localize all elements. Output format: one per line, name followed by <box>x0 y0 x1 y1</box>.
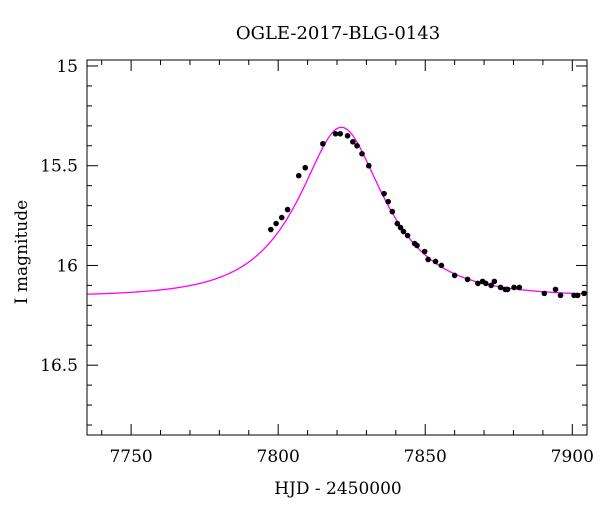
data-point <box>268 226 274 233</box>
data-point <box>278 214 285 221</box>
data-point <box>394 220 401 227</box>
data-point <box>574 292 581 299</box>
data-point <box>284 206 291 213</box>
data-point <box>397 224 404 231</box>
data-point <box>464 276 471 283</box>
data-point <box>516 284 523 291</box>
data-point <box>365 162 372 169</box>
plot-area <box>86 59 588 436</box>
model-curve <box>87 126 587 295</box>
plot-frame <box>86 59 588 436</box>
x-tick-label: 7850 <box>404 447 447 467</box>
data-point <box>497 284 504 291</box>
data-point <box>344 133 351 139</box>
data-point <box>302 164 309 171</box>
data-point <box>389 208 396 215</box>
data-point <box>273 220 279 227</box>
data-point <box>581 290 587 297</box>
x-tick-label: 7750 <box>109 447 152 467</box>
y-tick-label: 15.5 <box>40 157 78 177</box>
data-point <box>381 190 387 197</box>
data-point <box>511 284 517 291</box>
data-point <box>404 232 411 239</box>
data-point <box>337 131 344 137</box>
data-point <box>488 282 494 289</box>
data-point <box>421 248 428 255</box>
data-point <box>354 142 360 149</box>
y-tick-label: 16.5 <box>40 356 78 376</box>
data-point <box>400 228 407 235</box>
y-tick-label: 16 <box>56 256 78 276</box>
data-point <box>541 290 548 297</box>
data-point <box>320 140 326 147</box>
data-point <box>425 256 431 263</box>
data-point <box>483 280 489 287</box>
data-point <box>432 258 439 265</box>
axis-ticks <box>87 60 587 435</box>
data-point <box>451 272 458 279</box>
data-point <box>491 278 498 285</box>
data-point <box>414 242 420 249</box>
x-axis-label: HJD - 2450000 <box>274 479 402 499</box>
data-point <box>359 150 365 157</box>
data-point <box>475 280 481 287</box>
chart-title: OGLE-2017-BLG-0143 <box>236 23 440 44</box>
y-axis-label: I magnitude <box>12 200 32 304</box>
axis-tick-labels: 7750 7800 7850 7900 15 15.5 16 16.5 <box>40 57 594 467</box>
data-point <box>557 292 564 299</box>
data-point <box>295 172 302 179</box>
data-point <box>504 286 511 293</box>
x-tick-label: 7900 <box>551 447 594 467</box>
data-point <box>552 286 559 293</box>
data-point <box>385 198 391 205</box>
data-point <box>438 262 445 269</box>
x-tick-label: 7800 <box>257 447 300 467</box>
data-point <box>350 138 356 145</box>
data-point <box>332 131 339 137</box>
y-tick-label: 15 <box>56 57 78 77</box>
